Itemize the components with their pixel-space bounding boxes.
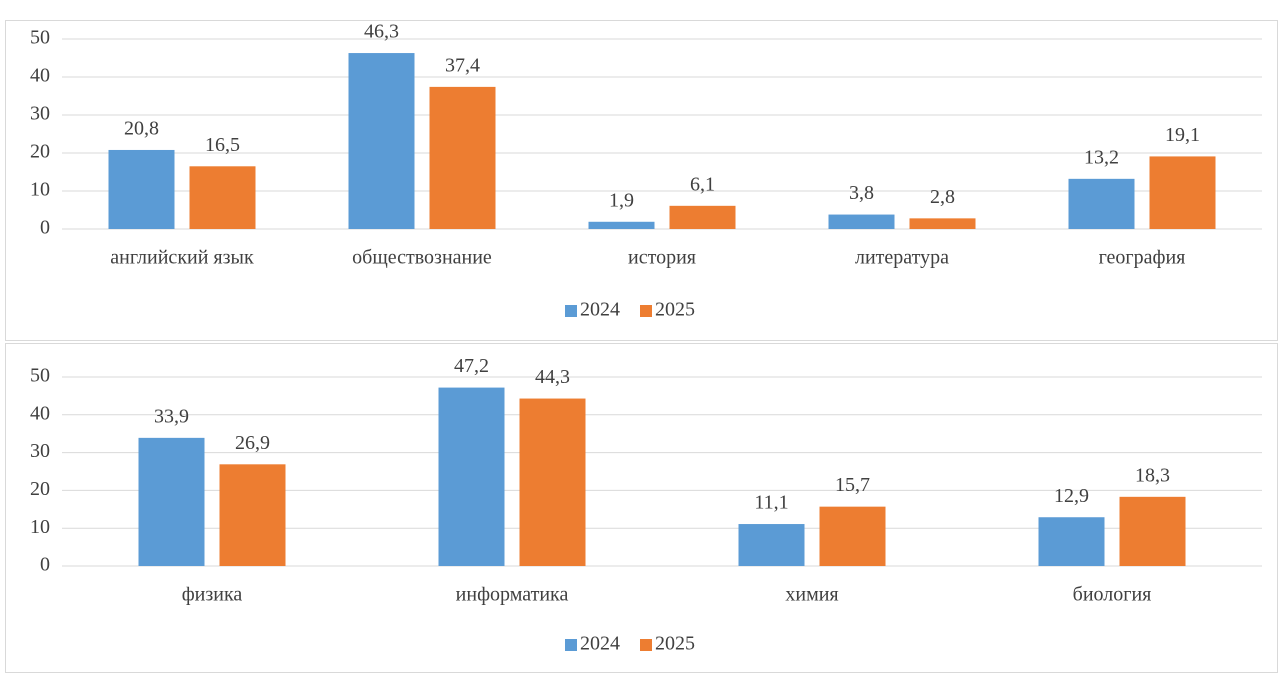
bar [438, 387, 505, 566]
bar [909, 218, 976, 229]
y-tick-label: 10 [30, 179, 50, 201]
bar [219, 464, 286, 566]
x-tick-label: информатика [456, 584, 569, 606]
x-tick-label: химия [785, 584, 838, 606]
legend-swatch [565, 305, 577, 317]
value-label: 47,2 [454, 355, 489, 377]
legend-label: 2024 [580, 299, 620, 321]
x-tick-label: география [1099, 247, 1186, 269]
bar [138, 437, 205, 566]
value-label: 1,9 [609, 189, 634, 211]
bar [669, 205, 736, 229]
bar [1149, 156, 1216, 229]
bar [519, 398, 586, 566]
value-label: 11,1 [754, 492, 788, 514]
x-tick-label: английский язык [110, 247, 254, 269]
legend-label: 2025 [655, 633, 695, 655]
x-tick-label: история [628, 247, 696, 269]
y-tick-label: 10 [30, 516, 50, 538]
value-label: 2,8 [930, 186, 955, 208]
y-tick-label: 30 [30, 103, 50, 125]
x-tick-label: биология [1073, 584, 1152, 606]
y-tick-label: 50 [30, 365, 50, 387]
bar [588, 221, 655, 229]
y-tick-label: 0 [40, 554, 50, 576]
legend-swatch [565, 639, 577, 651]
bar [429, 86, 496, 229]
value-label: 12,9 [1054, 485, 1089, 507]
value-label: 13,2 [1084, 146, 1119, 168]
x-tick-label: обществознание [352, 247, 492, 269]
y-tick-label: 0 [40, 217, 50, 239]
value-label: 15,7 [835, 474, 870, 496]
bar [348, 53, 415, 230]
value-label: 16,5 [205, 134, 240, 156]
value-label: 37,4 [445, 54, 480, 76]
value-label: 26,9 [235, 432, 270, 454]
value-label: 33,9 [154, 405, 189, 427]
y-tick-label: 30 [30, 440, 50, 462]
value-label: 3,8 [849, 182, 874, 204]
value-label: 18,3 [1135, 464, 1170, 486]
bar [1038, 517, 1105, 566]
y-tick-label: 50 [30, 27, 50, 49]
bar [819, 506, 886, 566]
value-label: 46,3 [364, 21, 399, 43]
bar [828, 214, 895, 229]
value-label: 6,1 [690, 173, 715, 195]
bar [1068, 178, 1135, 229]
y-tick-label: 20 [30, 478, 50, 500]
value-label: 19,1 [1165, 124, 1200, 146]
y-tick-label: 40 [30, 402, 50, 424]
legend-label: 2024 [580, 633, 620, 655]
legend-label: 2025 [655, 299, 695, 321]
x-tick-label: физика [182, 584, 243, 606]
value-label: 20,8 [124, 118, 159, 140]
bar [738, 524, 805, 566]
legend-swatch [640, 305, 652, 317]
value-label: 44,3 [535, 366, 570, 388]
y-tick-label: 20 [30, 141, 50, 163]
bar [108, 149, 175, 229]
bar [1119, 496, 1186, 566]
x-tick-label: литература [855, 247, 949, 269]
bar [189, 166, 256, 229]
y-tick-label: 40 [30, 65, 50, 87]
legend-swatch [640, 639, 652, 651]
